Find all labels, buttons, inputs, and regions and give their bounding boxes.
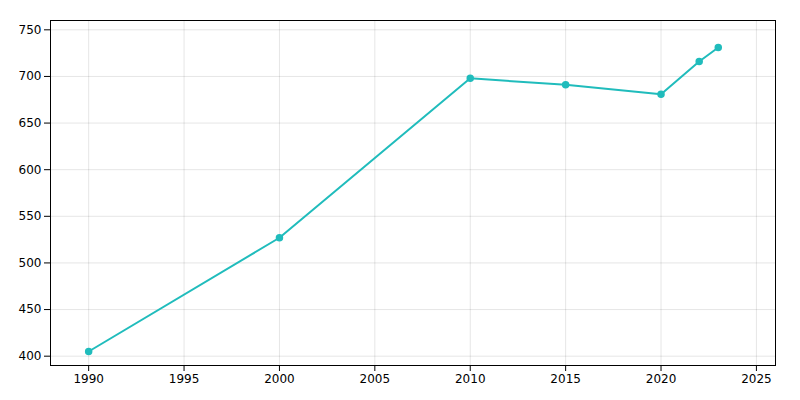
svg-text:550: 550 [19,209,42,223]
svg-text:450: 450 [19,302,42,316]
svg-text:500: 500 [19,256,42,270]
svg-text:2005: 2005 [360,372,391,386]
svg-text:1990: 1990 [73,372,104,386]
svg-text:600: 600 [19,163,42,177]
svg-text:700: 700 [19,69,42,83]
svg-text:2015: 2015 [550,372,581,386]
svg-text:2000: 2000 [264,372,295,386]
svg-text:2025: 2025 [741,372,772,386]
svg-text:750: 750 [19,23,42,37]
svg-text:400: 400 [19,349,42,363]
svg-text:1995: 1995 [169,372,200,386]
svg-text:2010: 2010 [455,372,486,386]
svg-text:650: 650 [19,116,42,130]
svg-text:2020: 2020 [646,372,677,386]
